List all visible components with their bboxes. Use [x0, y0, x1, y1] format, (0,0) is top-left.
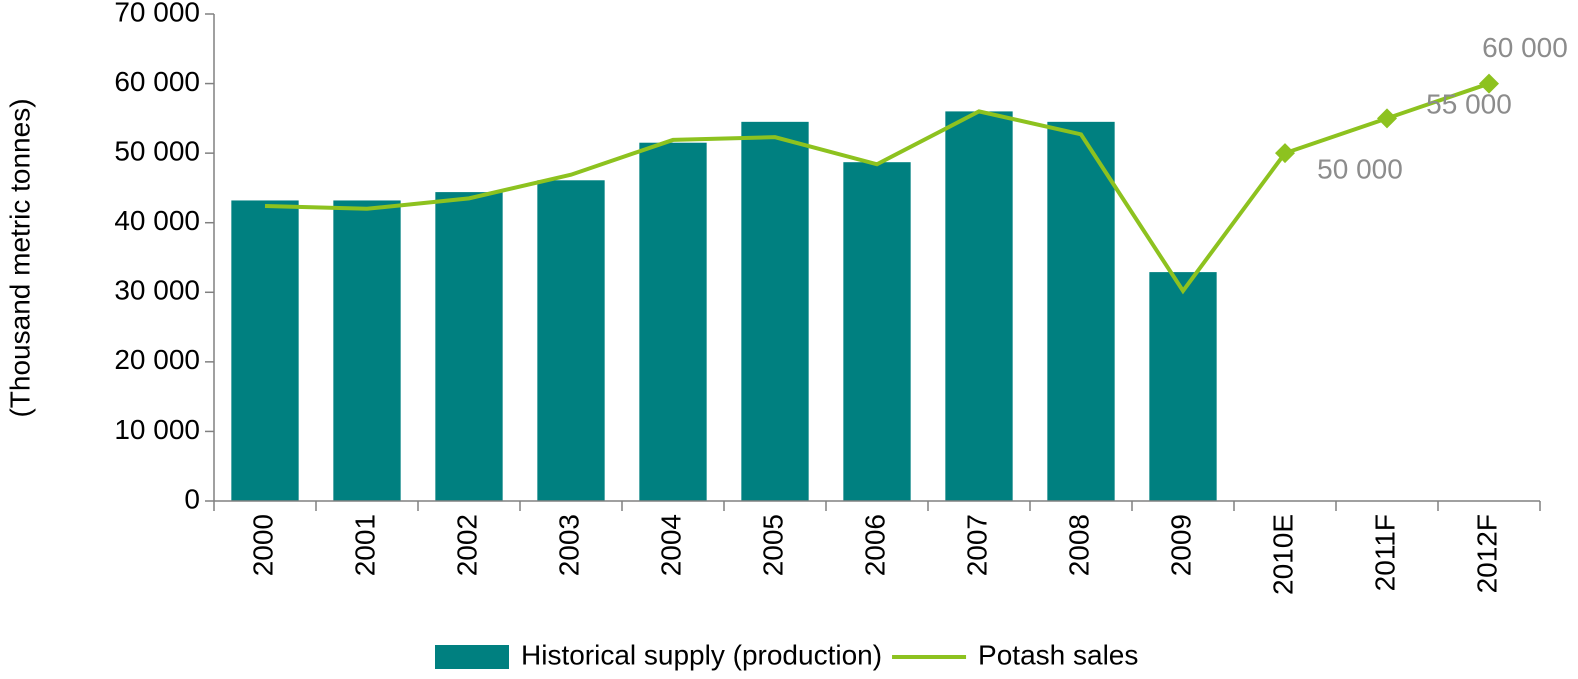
x-tick-label: 2010E [1267, 514, 1298, 595]
marker [1275, 143, 1295, 164]
legend-label: Historical supply (production) [521, 639, 882, 670]
y-tick-label: 40 000 [114, 205, 200, 236]
marker [1377, 108, 1397, 129]
y-tick-label: 20 000 [114, 344, 200, 375]
x-tick-label: 2005 [757, 514, 788, 576]
bar [537, 180, 605, 502]
y-axis-title: (Thousand metric tonnes) [4, 98, 35, 417]
bar [1047, 121, 1115, 501]
x-tick-label: 2009 [1165, 514, 1196, 576]
bar [1149, 272, 1217, 501]
bar [333, 200, 401, 502]
bar [435, 192, 503, 502]
value-label: 50 000 [1317, 154, 1403, 185]
marker [1479, 73, 1499, 94]
value-label: 60 000 [1482, 32, 1568, 63]
x-tick-label: 2003 [553, 514, 584, 576]
y-tick-label: 50 000 [114, 136, 200, 167]
x-tick-label: 2004 [655, 514, 686, 576]
y-tick-label: 10 000 [114, 414, 200, 445]
x-tick-label: 2012F [1471, 514, 1502, 593]
y-tick-label: 70 000 [114, 0, 200, 27]
x-tick-label: 2000 [247, 514, 278, 576]
y-tick-label: 30 000 [114, 275, 200, 306]
x-tick-label: 2007 [961, 514, 992, 576]
legend-swatch [435, 645, 509, 669]
bar [231, 200, 299, 502]
bar [639, 142, 707, 501]
bar [843, 162, 911, 502]
bar [741, 121, 809, 501]
x-tick-label: 2002 [451, 514, 482, 576]
x-tick-label: 2006 [859, 514, 890, 576]
bar [945, 111, 1013, 502]
legend-label: Potash sales [978, 639, 1138, 670]
x-tick-label: 2008 [1063, 514, 1094, 576]
x-tick-label: 2001 [349, 514, 380, 576]
y-tick-label: 0 [184, 483, 200, 514]
y-tick-label: 60 000 [114, 66, 200, 97]
x-tick-label: 2011F [1369, 514, 1400, 591]
value-label: 55 000 [1426, 89, 1512, 120]
